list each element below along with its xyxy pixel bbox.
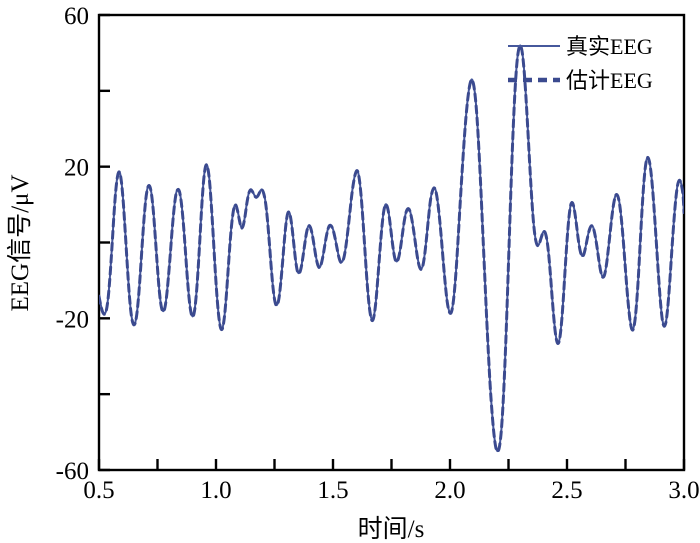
data-series-group xyxy=(99,44,684,453)
x-tick-label: 1.5 xyxy=(317,477,348,504)
series-line-estimated-eeg xyxy=(99,44,684,453)
x-tick-label: 0.5 xyxy=(83,477,114,504)
x-tick-label: 2.0 xyxy=(434,477,465,504)
y-tick-label: -60 xyxy=(56,458,89,485)
y-axis-title: EEG信号/μV xyxy=(6,175,34,312)
legend-label-estimated-eeg: 估计EEG xyxy=(566,68,653,93)
x-axis-ticks xyxy=(97,459,686,470)
y-axis-ticks xyxy=(99,13,110,472)
x-tick-label: 2.5 xyxy=(551,477,582,504)
x-tick-label: 3.0 xyxy=(668,477,699,504)
y-tick-label: -20 xyxy=(56,306,89,333)
y-tick-label: 60 xyxy=(64,3,89,30)
y-tick-label: 20 xyxy=(64,155,89,182)
y-axis-tick-labels: 60 20 -20 -60 xyxy=(56,3,89,485)
chart-legend: 真实EEG 估计EEG xyxy=(508,34,653,93)
x-axis-title: 时间/s xyxy=(358,515,425,543)
legend-label-true-eeg: 真实EEG xyxy=(566,34,653,59)
x-tick-label: 1.0 xyxy=(200,477,231,504)
x-axis-tick-labels: 0.5 1.0 1.5 2.0 2.5 3.0 xyxy=(83,477,699,504)
